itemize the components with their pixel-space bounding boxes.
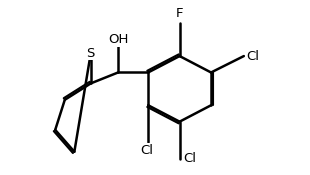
Text: F: F bbox=[176, 7, 183, 20]
Text: OH: OH bbox=[108, 33, 128, 46]
Text: Cl: Cl bbox=[140, 144, 153, 157]
Text: S: S bbox=[86, 47, 95, 60]
Text: Cl: Cl bbox=[184, 152, 197, 165]
Text: Cl: Cl bbox=[246, 50, 259, 63]
